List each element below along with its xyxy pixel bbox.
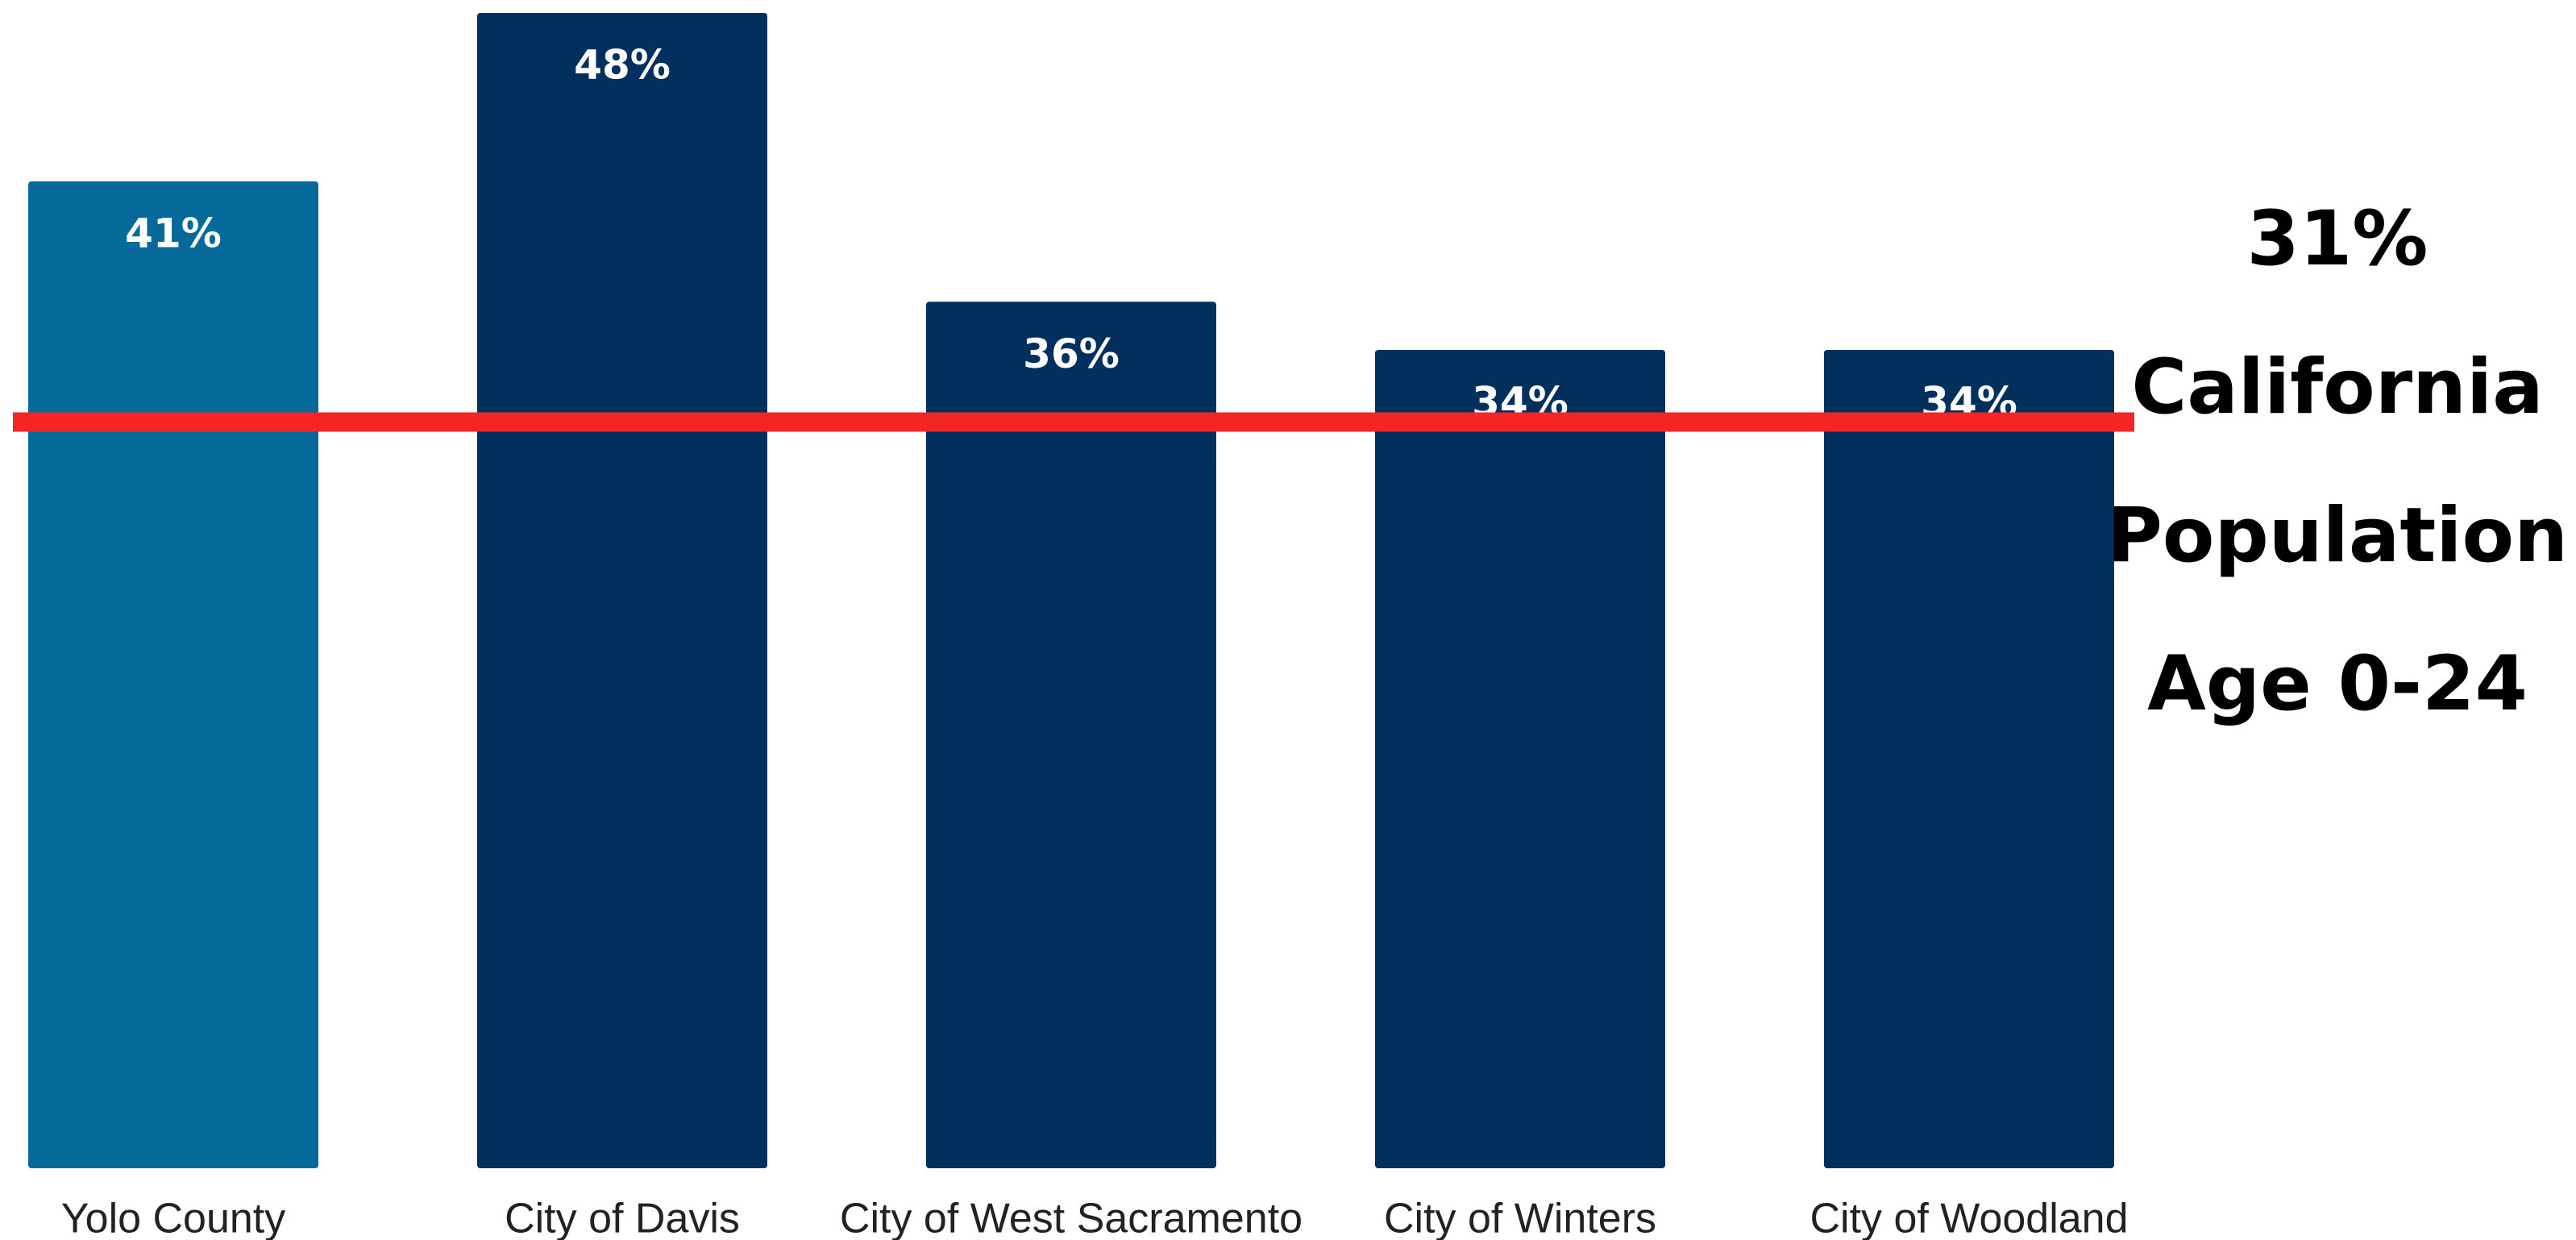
reference-text: Age 0-24 bbox=[2147, 640, 2528, 728]
value-label: 36% bbox=[1023, 331, 1120, 377]
reference-label: 31% bbox=[2247, 195, 2429, 283]
bar bbox=[1375, 349, 1665, 1168]
x-tick-label: Yolo County bbox=[61, 1196, 286, 1240]
x-tick-label: City of Davis bbox=[505, 1196, 740, 1240]
x-tick-label: City of Winters bbox=[1384, 1196, 1656, 1240]
value-label: 41% bbox=[125, 210, 222, 256]
reference-text: Population bbox=[2107, 492, 2568, 580]
x-tick-label: City of Woodland bbox=[1809, 1196, 2128, 1240]
bar bbox=[926, 302, 1216, 1168]
bar bbox=[477, 13, 767, 1168]
bar bbox=[1824, 349, 2114, 1168]
value-label: 48% bbox=[574, 42, 671, 89]
bar bbox=[28, 181, 318, 1169]
x-tick-label: City of West Sacramento bbox=[840, 1196, 1303, 1240]
reference-text: California bbox=[2131, 343, 2543, 431]
